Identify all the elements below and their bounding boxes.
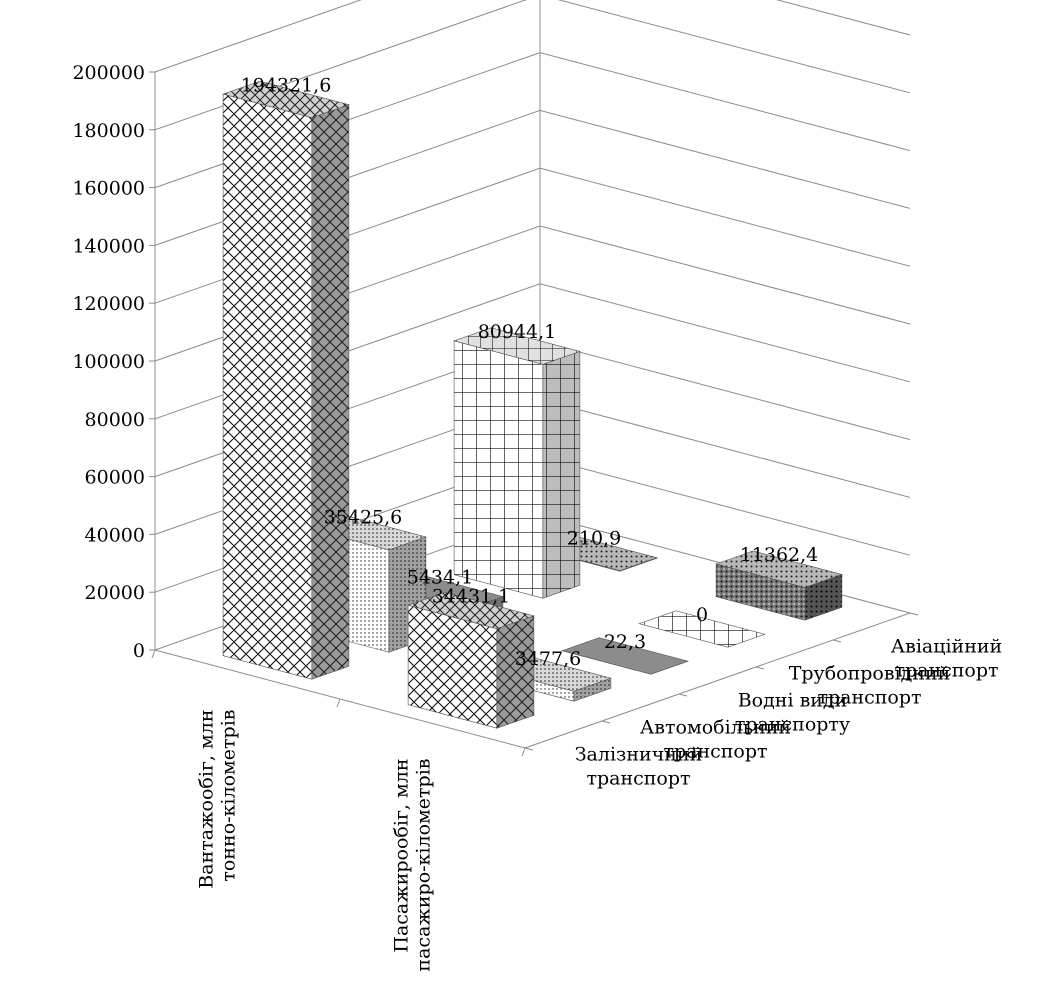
y-tick-label: 20000 [85, 582, 145, 604]
series-label: Трубопровідний транспорт [789, 663, 951, 709]
data-label: 35425,6 [324, 507, 403, 529]
bar-top-face [453, 327, 581, 365]
y-tick-label: 140000 [72, 235, 145, 257]
data-label: 34431,1 [432, 585, 511, 607]
y-tick-label: 100000 [72, 351, 145, 373]
series-tick-mark [601, 720, 611, 724]
bar-top-face [638, 610, 766, 648]
bars-group [222, 80, 843, 729]
data-label: 194321,6 [241, 74, 332, 96]
y-tick-label: 0 [133, 640, 145, 662]
bar-top-face [561, 637, 689, 675]
bar-top-face [407, 591, 535, 630]
bar-front-face [453, 340, 544, 599]
x-tick-mark [521, 747, 526, 757]
category-label: Пасажирообіг, млнпасажиро-кілометрів [391, 759, 435, 972]
bar-side-face [311, 104, 350, 680]
data-label: 80944,1 [478, 321, 557, 343]
series-tick-mark [755, 666, 765, 670]
data-labels: 210,9 11362,4 80944,1 0 5434,1 22,3 35425,6 347… [241, 74, 819, 670]
series-label: Автомобільний транспорт [640, 717, 791, 763]
x-tick-mark [151, 649, 156, 659]
bar [453, 327, 581, 599]
bar-top-face [715, 550, 843, 588]
data-label: 3477,6 [515, 648, 581, 670]
bar [222, 80, 350, 680]
series-tick-mark [832, 639, 842, 643]
y-tick-label: 120000 [72, 293, 145, 315]
bar [715, 550, 843, 621]
bar [638, 610, 766, 648]
series-tick-mark [678, 693, 688, 697]
y-tick-label: 160000 [72, 178, 145, 200]
series-label: Авіаційний транспорт [891, 636, 1002, 682]
data-label: 0 [696, 604, 708, 626]
data-label: 210,9 [567, 527, 621, 549]
bar-front-face [222, 93, 313, 680]
x-tick-mark [336, 698, 341, 708]
chart-floor [151, 612, 919, 757]
y-tick-label: 200000 [72, 62, 145, 84]
data-label: 22,3 [604, 631, 646, 653]
series-axis-line [524, 612, 911, 749]
bar-side-face [542, 350, 581, 599]
bar-top-face [222, 80, 350, 119]
series-label: Водні види транспорту [735, 690, 850, 736]
y-tick-label: 60000 [85, 467, 145, 489]
y-tick-label: 40000 [85, 524, 145, 546]
y-tick-label: 80000 [85, 409, 145, 431]
value-axis: 0 20000 40000 60000 80000 100000 120000 140000 1… [72, 62, 155, 662]
data-label: 11362,4 [740, 544, 819, 566]
series-tick-mark [909, 612, 919, 616]
bar-side-face [496, 615, 535, 729]
data-label: 5434,1 [407, 566, 473, 588]
category-axis-labels: Вантажообіг, млнтонно-кілометрів Пасажиро… [196, 710, 435, 972]
category-label: Вантажообіг, млнтонно-кілометрів [196, 710, 240, 889]
series-label: Залізничний транспорт [575, 744, 703, 790]
y-tick-label: 180000 [72, 120, 145, 142]
bar [561, 637, 689, 675]
series-tick-mark [524, 747, 534, 751]
bar [407, 591, 535, 729]
gridline [154, 0, 911, 73]
gridline [154, 0, 911, 131]
